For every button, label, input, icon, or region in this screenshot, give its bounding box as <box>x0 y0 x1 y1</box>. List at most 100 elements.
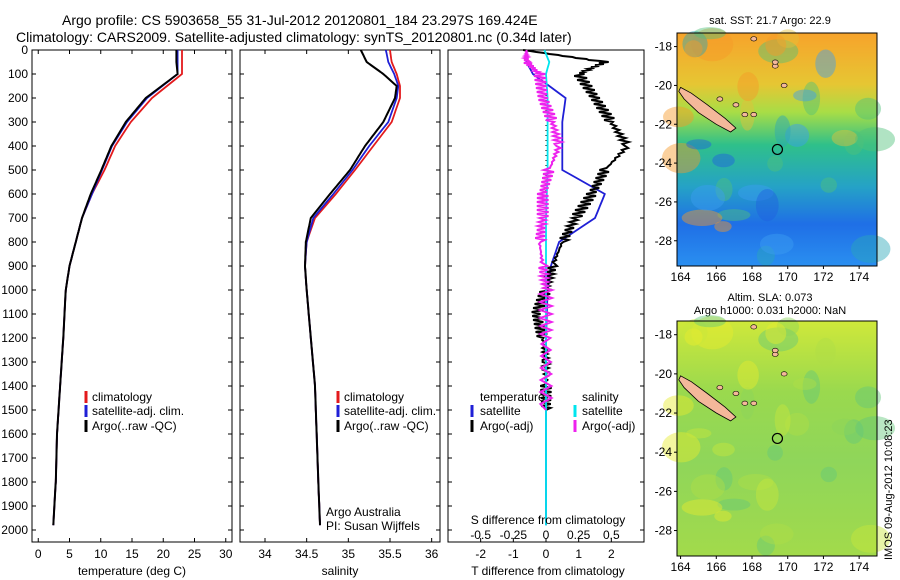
sla-map-title-line2: Argo h1000: 0.031 h2000: NaN <box>694 305 846 317</box>
field-patch <box>765 34 787 56</box>
field-patch <box>774 115 791 148</box>
field-patch <box>844 419 864 444</box>
sst-map-axes: 164 166 168 170 172 174 -18 -20 -22 -24 -26 -28 <box>655 40 870 284</box>
difference-panel: -2 -1 0 1 2 -0.5 -0.25 0 0.25 0.5 S difference fr… <box>447 49 645 578</box>
s-difference-label: S difference from climatology <box>471 513 626 527</box>
field-patch <box>755 478 779 511</box>
t-tick-label: -2 <box>475 547 486 561</box>
t-difference-label: T difference from climatology <box>471 564 625 578</box>
map-x-tick-label: 170 <box>778 270 798 284</box>
temperature-legend: climatology satellite-adj. clim. Argo(..… <box>84 390 184 433</box>
field-patch <box>682 30 708 58</box>
temperature-x-axis: 0 5 10 15 20 25 30 <box>35 50 233 561</box>
map-y-tick-label: -20 <box>655 367 673 381</box>
x-tick-label: 15 <box>125 547 139 561</box>
field-patch <box>776 317 800 336</box>
s-tick-label: -0.5 <box>470 528 491 542</box>
t-tick-label: -1 <box>508 547 519 561</box>
field-patch <box>765 322 787 345</box>
field-patch <box>820 466 837 483</box>
island <box>750 324 758 330</box>
salinity-axes-box <box>239 49 441 543</box>
map-x-tick-label: 170 <box>778 560 798 574</box>
x-tick-label: 5 <box>66 547 73 561</box>
y-tick-label: 1100 <box>2 307 28 321</box>
field-patch <box>831 129 858 147</box>
field-patch <box>759 233 794 255</box>
imos-credit: IMOS 09-Aug-2012 10:08:23 <box>883 419 895 560</box>
y-tick-label: 1300 <box>1 355 28 369</box>
t-tick-label: 1 <box>575 547 582 561</box>
y-tick-label: 1200 <box>1 331 28 345</box>
sst-field <box>677 33 877 266</box>
temperature-axes-box <box>31 49 233 543</box>
field-patch <box>802 81 821 116</box>
map-x-tick-label: 172 <box>813 270 833 284</box>
field-patch <box>758 327 799 352</box>
x-tick-label: 35.5 <box>378 547 402 561</box>
field-patch <box>755 188 779 222</box>
field-patch <box>714 221 732 232</box>
island <box>771 347 779 353</box>
field-patch <box>715 177 733 202</box>
island <box>750 400 758 406</box>
series-line-argo-s <box>520 49 566 411</box>
x-tick-label: 36 <box>425 547 439 561</box>
legend-sat-s: satellite <box>582 404 623 418</box>
field-patch <box>756 245 775 266</box>
legend-salinity-title: salinity <box>582 390 619 404</box>
map-y-tick-label: -22 <box>655 406 673 420</box>
annotation-pi: PI: Susan Wijffels <box>326 519 420 533</box>
salinity-series <box>303 49 401 526</box>
field-patch <box>663 106 694 128</box>
map-x-tick-label: 174 <box>849 270 869 284</box>
map-y-tick-label: -26 <box>655 484 673 498</box>
argo-location-marker <box>771 143 784 156</box>
y-tick-label: 500 <box>8 163 28 177</box>
map-x-tick-label: 166 <box>706 270 726 284</box>
island <box>750 36 758 42</box>
sla-map-panel: Altim. SLA: 0.073 Argo h1000: 0.031 h200… <box>655 292 896 574</box>
x-tick-label: 25 <box>188 547 202 561</box>
y-tick-label: 1400 <box>1 379 28 393</box>
field-patch <box>691 316 734 350</box>
map-y-tick-label: -18 <box>655 328 673 342</box>
sst-map-title: sat. SST: 21.7 Argo: 22.9 <box>709 15 831 27</box>
field-patch <box>844 130 864 155</box>
temperature-panel: 0100200300400500600700800900100011001200… <box>1 43 232 578</box>
salinity-x-axis: 34 34.5 35 35.5 36 <box>258 50 439 561</box>
salinity-depth-ticks <box>240 49 440 531</box>
new-caledonia-land <box>678 86 737 133</box>
sla-texture <box>661 315 896 556</box>
map-y-tick-label: -24 <box>655 156 673 170</box>
y-tick-label: 0 <box>21 43 28 57</box>
map-x-tick-label: 168 <box>742 270 762 284</box>
field-patch <box>717 498 751 511</box>
field-patch <box>850 234 891 263</box>
legend-label-satellite: satellite-adj. clim. <box>92 404 184 418</box>
y-tick-label: 800 <box>8 235 28 249</box>
field-patch <box>684 40 703 58</box>
map-y-tick-label: -22 <box>655 117 673 131</box>
t-tick-label: 2 <box>608 547 615 561</box>
difference-x-axis: -2 -1 0 1 2 -0.5 -0.25 0 0.25 0.5 <box>470 528 620 561</box>
y-tick-label: 700 <box>8 211 28 225</box>
map-y-tick-label: -26 <box>655 195 673 209</box>
field-patch <box>686 139 712 150</box>
s-tick-label: 0.25 <box>567 528 591 542</box>
argo-location-marker <box>771 432 784 445</box>
map-y-tick-label: -24 <box>655 445 673 459</box>
y-tick-label: 1900 <box>1 499 28 513</box>
legend-label-argo: Argo(..raw -QC) <box>344 419 429 433</box>
field-patch <box>815 337 836 367</box>
field-patch <box>820 177 837 193</box>
sst-map-panel: sat. SST: 21.7 Argo: 22.9 164 166 168 170 17… <box>655 15 896 284</box>
field-patch <box>802 370 821 404</box>
island <box>750 112 758 118</box>
legend-argo-t: Argo(-adj) <box>480 419 533 433</box>
field-patch <box>737 360 759 390</box>
x-tick-label: 34.5 <box>295 547 319 561</box>
field-patch <box>774 404 791 436</box>
legend-label-climatology: climatology <box>344 390 404 404</box>
